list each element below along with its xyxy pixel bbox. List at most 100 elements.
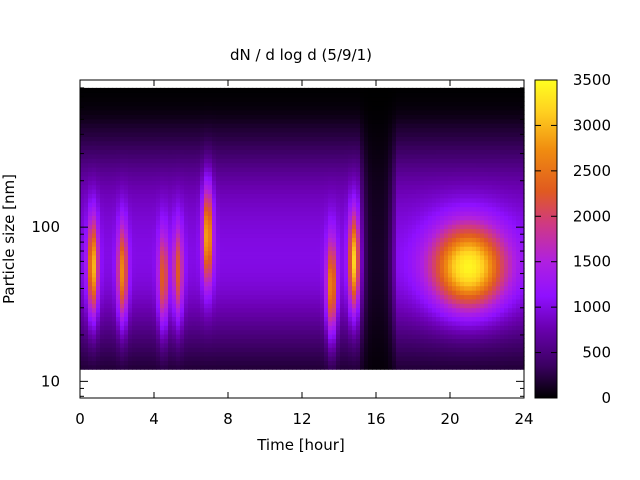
heatmap-cell — [336, 259, 341, 265]
heatmap-cell — [280, 254, 285, 260]
heatmap-cell — [164, 145, 169, 151]
heatmap-cell — [96, 188, 101, 194]
heatmap-cell — [372, 123, 377, 129]
heatmap-cell — [376, 193, 381, 199]
heatmap-cell — [336, 184, 341, 190]
heatmap-cell — [80, 149, 85, 155]
heatmap-cell — [164, 171, 169, 177]
heatmap-cell — [224, 114, 229, 120]
heatmap-cell — [296, 197, 301, 203]
heatmap-cell — [292, 298, 297, 304]
heatmap-cell — [272, 272, 277, 278]
heatmap-cell — [328, 281, 333, 287]
heatmap-cell — [312, 307, 317, 313]
heatmap-cell — [372, 338, 377, 344]
heatmap-cell — [360, 171, 365, 177]
heatmap-cell — [292, 101, 297, 107]
heatmap-cell — [300, 241, 305, 247]
heatmap-cell — [172, 325, 177, 331]
heatmap-cell — [232, 140, 237, 146]
heatmap-cell — [212, 307, 217, 313]
heatmap-cell — [192, 114, 197, 120]
heatmap-cell — [264, 263, 269, 269]
heatmap-cell — [160, 215, 165, 221]
heatmap-cell — [384, 153, 389, 159]
heatmap-cell — [212, 180, 217, 186]
heatmap-cell — [280, 316, 285, 322]
heatmap-cell — [268, 325, 273, 331]
heatmap-cell — [308, 228, 313, 234]
heatmap-cell — [324, 180, 329, 186]
heatmap-cell — [252, 145, 257, 151]
heatmap-cell — [312, 171, 317, 177]
heatmap-cell — [292, 329, 297, 335]
heatmap-cell — [320, 215, 325, 221]
heatmap-cell — [84, 338, 89, 344]
heatmap-cell — [264, 276, 269, 282]
heatmap-cell — [156, 268, 161, 274]
heatmap-cell — [344, 224, 349, 230]
heatmap-cell — [384, 364, 389, 370]
heatmap-cell — [244, 241, 249, 247]
heatmap-cell — [240, 259, 245, 265]
heatmap-cell — [204, 351, 209, 357]
heatmap-cell — [260, 312, 265, 318]
heatmap-cell — [344, 360, 349, 366]
heatmap-cell — [372, 210, 377, 216]
heatmap-cell — [264, 351, 269, 357]
heatmap-cell — [260, 325, 265, 331]
heatmap-cell — [348, 263, 353, 269]
heatmap-cell — [188, 364, 193, 370]
heatmap-cell — [336, 131, 341, 137]
heatmap-cell — [316, 303, 321, 309]
heatmap-cell — [224, 325, 229, 331]
heatmap-cell — [356, 347, 361, 353]
heatmap-cell — [180, 87, 185, 93]
heatmap-cell — [204, 307, 209, 313]
heatmap-cell — [248, 355, 253, 361]
heatmap-cell — [92, 364, 97, 370]
heatmap-cell — [108, 162, 113, 168]
heatmap-cell — [92, 285, 97, 291]
heatmap-cell — [336, 149, 341, 155]
heatmap-cell — [204, 320, 209, 326]
heatmap-cell — [104, 333, 109, 339]
heatmap-cell — [220, 298, 225, 304]
heatmap-cell — [224, 272, 229, 278]
heatmap-cell — [320, 166, 325, 172]
heatmap-cell — [220, 333, 225, 339]
heatmap-cell — [132, 193, 137, 199]
heatmap-cell — [140, 298, 145, 304]
heatmap-cell — [108, 351, 113, 357]
heatmap-cell — [352, 351, 357, 357]
heatmap-cell — [332, 114, 337, 120]
heatmap-cell — [172, 166, 177, 172]
heatmap-cell — [340, 250, 345, 256]
heatmap-cell — [116, 140, 121, 146]
heatmap-cell — [252, 281, 257, 287]
heatmap-cell — [336, 180, 341, 186]
heatmap-cell — [200, 355, 205, 361]
heatmap-cell — [316, 210, 321, 216]
heatmap-cell — [112, 329, 117, 335]
heatmap-cell — [244, 316, 249, 322]
heatmap-cell — [372, 333, 377, 339]
heatmap-cell — [124, 325, 129, 331]
heatmap-cell — [360, 197, 365, 203]
heatmap-cell — [320, 206, 325, 212]
heatmap-cell — [108, 316, 113, 322]
heatmap-cell — [200, 259, 205, 265]
heatmap-cell — [140, 109, 145, 115]
heatmap-cell — [152, 206, 157, 212]
heatmap-cell — [368, 347, 373, 353]
heatmap-cell — [316, 290, 321, 296]
heatmap-cell — [344, 149, 349, 155]
heatmap-cell — [332, 158, 337, 164]
heatmap-cell — [356, 153, 361, 159]
heatmap-cell — [216, 131, 221, 137]
heatmap-cell — [148, 232, 153, 238]
heatmap-cell — [308, 158, 313, 164]
heatmap-cell — [156, 263, 161, 269]
heatmap-cell — [296, 294, 301, 300]
heatmap-cell — [232, 316, 237, 322]
